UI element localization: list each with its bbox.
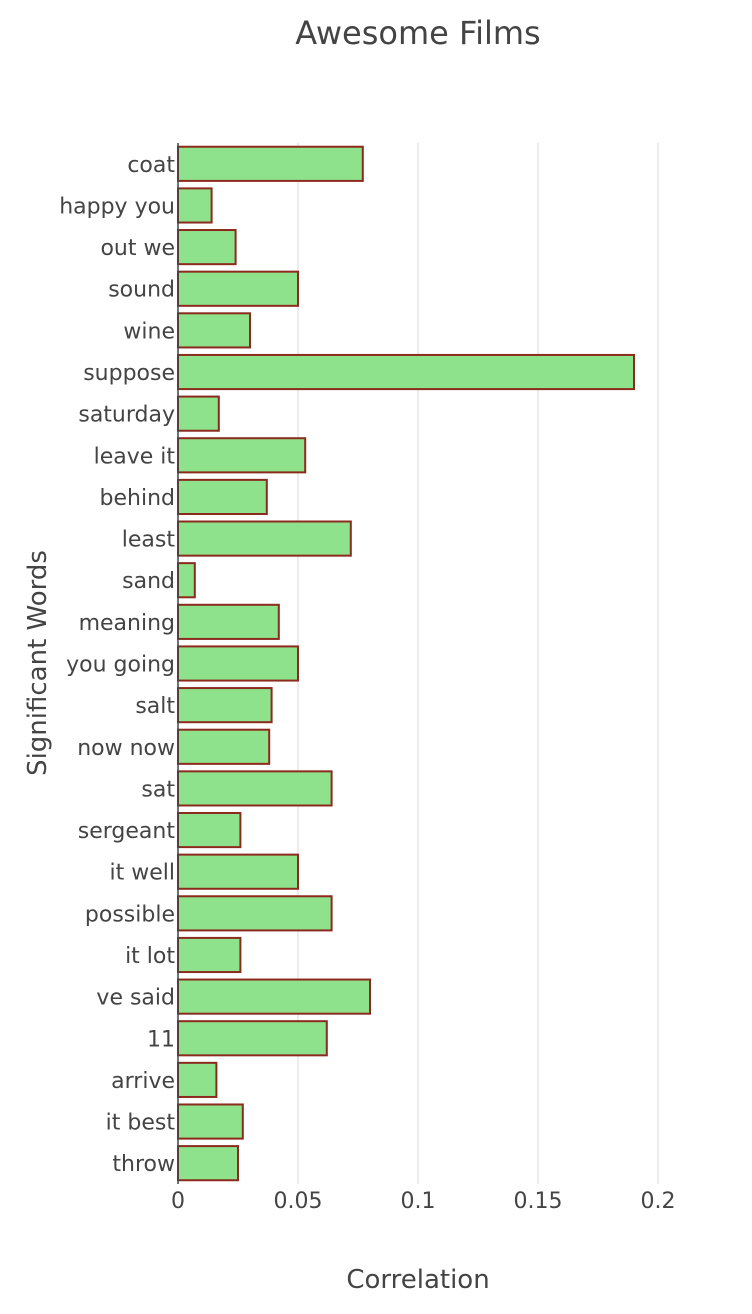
bar-it-well	[177, 853, 299, 890]
y-tick-label: leave it	[94, 444, 176, 469]
y-tick-labels: coat happy you out we sound wine suppose satur…	[59, 153, 175, 1177]
y-tick-label: it well	[110, 861, 175, 886]
y-tick-label: happy you	[59, 194, 175, 219]
bar-suppose	[177, 353, 635, 391]
bar-you-going	[177, 645, 299, 682]
x-tick-label: 0.05	[274, 1189, 323, 1214]
bar-it-best	[177, 1103, 244, 1140]
y-tick-label: wine	[123, 319, 175, 344]
bar-salt	[177, 687, 273, 724]
y-tick-label: sound	[108, 278, 175, 303]
y-tick-label: you going	[66, 653, 175, 678]
y-tick-label: 11	[147, 1027, 175, 1052]
x-tick-label: 0.1	[401, 1189, 436, 1214]
bar-sound	[177, 270, 299, 307]
bar-now-now	[177, 728, 271, 765]
x-tick-label: 0.15	[514, 1189, 563, 1214]
y-tick-label: sat	[141, 777, 175, 802]
bar-sergeant	[177, 811, 242, 849]
bar-sat	[177, 770, 333, 807]
bar-11	[177, 1020, 328, 1057]
y-tick-label: throw	[112, 1152, 175, 1177]
bars	[177, 145, 635, 1182]
y-axis-title: Significant Words	[23, 550, 53, 776]
bar-throw	[177, 1145, 239, 1182]
bar-wine	[177, 312, 251, 349]
bar-sand	[177, 562, 196, 599]
bar-least	[177, 520, 352, 557]
x-axis-title: Correlation	[346, 1265, 489, 1295]
x-tick-label: 0.2	[641, 1189, 676, 1214]
y-tick-label: possible	[85, 902, 175, 927]
bar-behind	[177, 478, 268, 516]
y-tick-label: meaning	[79, 611, 175, 636]
x-tick-labels: 0 0.05 0.1 0.15 0.2	[171, 1189, 676, 1214]
y-tick-label: saturday	[78, 403, 175, 428]
bar-ve-said	[177, 978, 371, 1015]
chart-title: Awesome Films	[295, 14, 540, 52]
y-tick-label: it best	[106, 1111, 176, 1136]
y-tick-label: sergeant	[78, 819, 176, 844]
bar-out-we	[177, 229, 237, 266]
y-tick-label: ve said	[96, 986, 175, 1011]
y-tick-label: now now	[77, 736, 175, 761]
bar-possible	[177, 895, 333, 932]
bar-coat	[177, 145, 364, 182]
y-tick-label: behind	[100, 486, 175, 511]
y-tick-label: arrive	[111, 1069, 175, 1094]
bar-meaning	[177, 603, 280, 640]
y-tick-label: suppose	[83, 361, 175, 386]
bar-leave-it	[177, 437, 307, 474]
y-tick-label: salt	[135, 694, 175, 719]
y-tick-label: least	[122, 528, 176, 553]
grid	[297, 143, 659, 1184]
y-tick-label: it lot	[125, 944, 175, 969]
y-tick-label: coat	[127, 153, 175, 178]
bar-saturday	[177, 395, 220, 432]
y-tick-label: sand	[122, 569, 175, 594]
bar-arrive	[177, 1061, 218, 1098]
y-tick-label: out we	[100, 236, 175, 261]
x-tick-label: 0	[171, 1189, 185, 1214]
bar-it-lot	[177, 936, 242, 974]
bar-happy-you	[177, 187, 213, 224]
